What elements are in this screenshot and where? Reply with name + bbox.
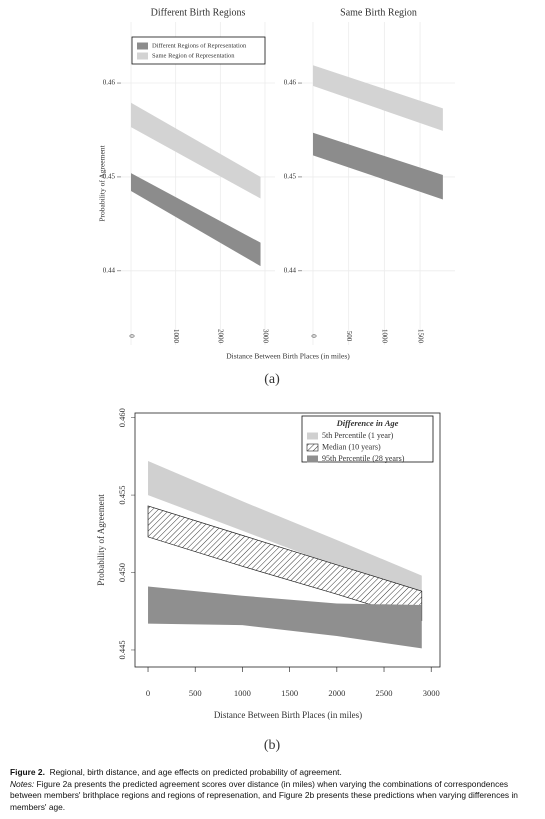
legend-box <box>301 415 434 463</box>
y-tick-label: 0.44 <box>284 266 297 274</box>
x-tick-label: 2000 <box>328 688 345 698</box>
legend-title: Difference in Age <box>336 418 399 428</box>
confidence-band <box>148 461 422 598</box>
notes: Notes: Figure 2a presents the predicted … <box>10 779 538 814</box>
confidence-band <box>131 102 261 199</box>
x-tick-label: 1000 <box>234 688 251 698</box>
legend-label: Same Region of Representation <box>152 52 235 59</box>
y-tick-label: 0.445 <box>117 640 127 659</box>
x-tick-label: 500 <box>345 331 353 342</box>
y-tick-label: 0.46 <box>103 79 116 87</box>
legend-label: 5th Percentile (1 year) <box>322 431 394 440</box>
y-tick-label: 0.46 <box>284 79 297 87</box>
y-tick-label: 0.45 <box>284 173 297 181</box>
legend-swatch <box>307 455 318 463</box>
facet-title: Different Birth Regions <box>151 7 246 18</box>
panel-label: (b) <box>264 738 281 753</box>
legend-label: Different Regions of Representation <box>152 42 247 49</box>
x-axis-label: Distance Between Birth Places (in miles) <box>214 710 362 720</box>
legend-label: Median (10 years) <box>322 442 381 451</box>
x-tick-label: 3000 <box>261 329 269 344</box>
y-tick-label: 0.45 <box>103 173 116 181</box>
x-tick-label: 2000 <box>217 329 225 344</box>
x-tick-label: 1000 <box>381 329 389 344</box>
x-tick-label: 1000 <box>172 329 180 344</box>
y-tick-label: 0.44 <box>103 266 116 274</box>
notes-text: Figure 2a presents the predicted agreeme… <box>10 778 518 812</box>
y-axis-label: Probability of Agreement <box>96 494 106 586</box>
caption: Figure 2. Regional, birth distance, and … <box>10 767 538 813</box>
x-tick-label: 0 <box>146 688 150 698</box>
legend-swatch <box>307 432 318 440</box>
panel-label: (a) <box>264 372 280 387</box>
x-tick-label: 500 <box>189 688 202 698</box>
plot-frame <box>134 412 441 668</box>
figure-title: Regional, birth distance, and age effect… <box>49 767 342 777</box>
y-axis-label: Probability of Agreement <box>98 144 107 221</box>
legend-swatch <box>137 42 148 50</box>
figure-label: Figure 2. <box>10 767 45 777</box>
confidence-band <box>312 132 443 200</box>
y-tick-label: 0.450 <box>117 563 127 582</box>
y-tick-label: 0.460 <box>117 408 127 427</box>
notes-label: Notes: <box>10 778 35 789</box>
x-tick-label: 1500 <box>416 329 424 344</box>
confidence-band <box>148 586 422 649</box>
x-axis-label: Distance Between Birth Places (in miles) <box>226 352 350 361</box>
legend-box <box>131 36 266 65</box>
legend-swatch <box>306 443 319 452</box>
x-tick-label: 0 <box>309 334 317 338</box>
confidence-band <box>312 65 443 131</box>
facet-title: Same Birth Region <box>340 7 417 18</box>
x-tick-label: 0 <box>127 334 135 338</box>
confidence-band <box>131 173 261 267</box>
x-tick-label: 1500 <box>281 688 298 698</box>
y-tick-label: 0.455 <box>117 486 127 505</box>
legend-swatch <box>137 52 148 60</box>
x-tick-label: 3000 <box>423 688 440 698</box>
x-tick-label: 2500 <box>376 688 393 698</box>
figure: (a) (b) Different Birth Regions0.440.450… <box>96 7 455 753</box>
legend-label: 95th Percentile (28 years) <box>322 454 405 463</box>
caption-title-line: Figure 2. Regional, birth distance, and … <box>10 767 538 779</box>
